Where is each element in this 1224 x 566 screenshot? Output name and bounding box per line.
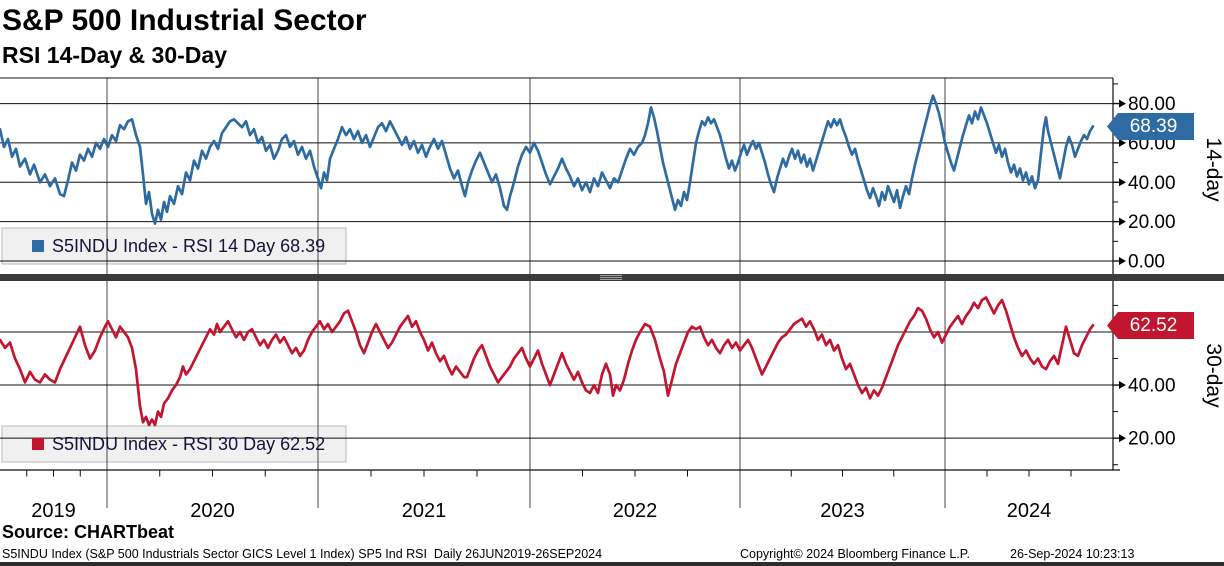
y-axis-tick-label: 80.00 [1128,94,1176,115]
y-axis-tick-label: 40.00 [1128,376,1176,397]
chart-title: S&P 500 Industrial Sector [2,4,367,37]
y-tick-arrow-icon [1119,217,1126,226]
y-tick-arrow-icon [1119,434,1126,443]
x-axis-year-label: 2019 [31,500,76,522]
x-axis-year-label: 2021 [402,500,447,522]
y-tick-arrow-icon [1119,257,1126,265]
footer-description: S5INDU Index (S&P 500 Industrials Sector… [2,547,603,561]
legend-swatch-rsi14-icon [32,240,44,252]
x-axis-year-label: 2020 [190,500,235,522]
y-tick-arrow-icon [1119,381,1126,390]
legend-box-rsi30 [1,425,347,463]
bottom-edge-bar [0,562,1224,566]
last-value-badge-rsi14: 68.39 [1107,113,1194,140]
legend-rsi30[interactable]: S5INDU Index - RSI 30 Day 62.52 [2,426,346,462]
legend-label-rsi30: S5INDU Index - RSI 30 Day 62.52 [52,433,326,454]
y-axis-tick-label: 0.00 [1128,252,1165,273]
legend-box-rsi14 [1,227,347,265]
y-axis-tick-label: 20.00 [1128,212,1176,233]
divider-grip-icon[interactable] [600,275,622,280]
y-axis-title-rsi30: 30-day [1202,343,1224,408]
legend-swatch-rsi30-icon [32,438,44,450]
x-axis-year-label: 2024 [1007,500,1052,522]
last-value-badge-rsi30: 62.52 [1107,312,1194,339]
footer-datetime: 26-Sep-2024 10:23:13 [1010,547,1135,561]
rsi14-line [0,94,1095,225]
x-axis-year-label: 2022 [613,500,658,522]
y-axis-title-rsi14: 14-day [1202,137,1224,202]
y-tick-arrow-icon [1119,99,1126,108]
y-axis-tick-label: 20.00 [1128,429,1176,450]
legend-label-rsi14: S5INDU Index - RSI 14 Day 68.39 [52,235,326,256]
x-axis-year-label: 2023 [820,500,865,522]
legend-rsi14[interactable]: S5INDU Index - RSI 14 Day 68.39 [2,228,346,264]
rsi30-line [0,296,1095,427]
y-axis-tick-label: 40.00 [1128,173,1176,194]
chart-subtitle: RSI 14-Day & 30-Day [2,42,227,68]
footer-copyright: Copyright© 2024 Bloomberg Finance L.P. [740,547,970,561]
panel-divider[interactable] [0,274,1224,281]
y-tick-arrow-icon [1119,178,1126,187]
source-label: Source: CHARTbeat [2,522,175,542]
y-tick-arrow-icon [1119,138,1126,147]
